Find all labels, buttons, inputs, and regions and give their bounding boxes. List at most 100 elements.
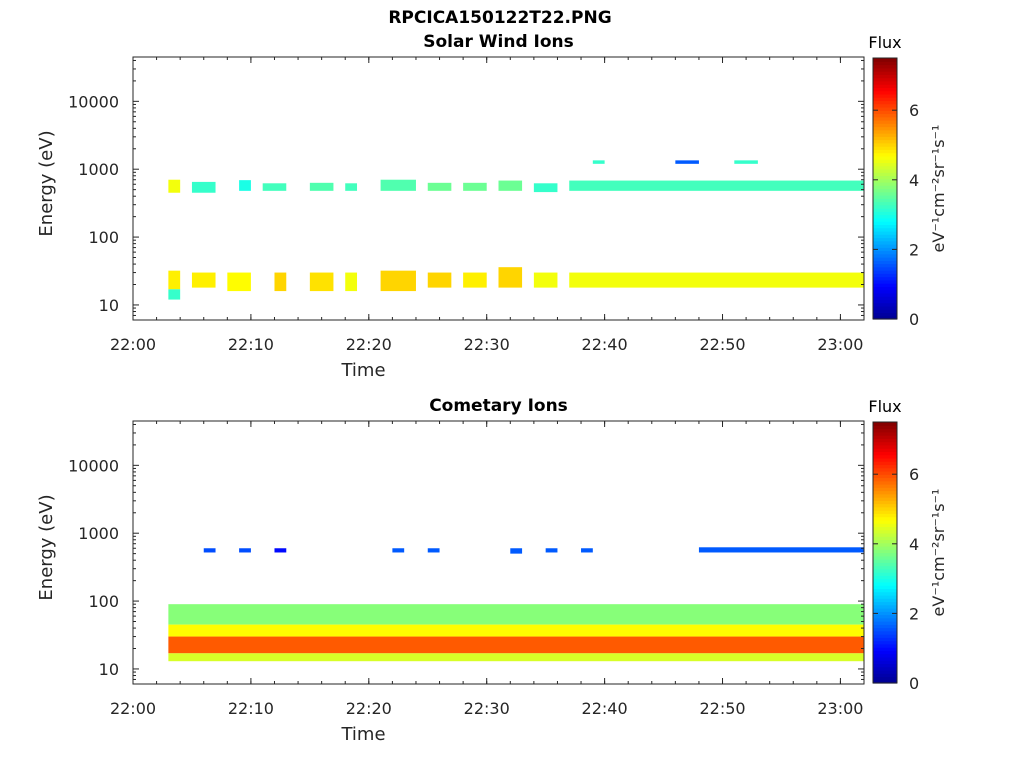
colorbar-segment (873, 643, 897, 648)
colorbar-segment (873, 549, 897, 554)
colorbar-tick-label: 2 (909, 604, 919, 623)
heatmap-cell (675, 160, 699, 164)
plot-frame (132, 420, 865, 685)
colorbar-segment (873, 162, 897, 167)
heatmap-cell (533, 183, 558, 193)
colorbar-segment (873, 159, 897, 163)
colorbar-segment (873, 497, 897, 501)
x-tick-label: 23:00 (817, 699, 863, 718)
heatmap-cell (463, 182, 487, 191)
colorbar-segment (873, 607, 897, 612)
colorbar-segment (873, 545, 897, 550)
x-tick-label: 22:30 (464, 335, 510, 354)
colorbar-segment (873, 441, 897, 446)
heatmap-cell (309, 272, 334, 292)
colorbar-segment (873, 279, 897, 284)
x-tick-label: 22:00 (110, 335, 156, 354)
colorbar-segment (873, 431, 897, 436)
colorbar-segment (873, 624, 897, 629)
colorbar-segment (873, 634, 897, 638)
x-axis-label: Time (340, 724, 385, 745)
chart-title-bottom: Cometary Ions (429, 396, 568, 416)
colorbar-segment (873, 490, 897, 495)
colorbar-segment (873, 165, 897, 170)
heatmap-cell (581, 548, 593, 553)
colorbar-1: 0 2 4 6 Flux eV⁻¹cm⁻²sr⁻¹s⁻¹ (868, 397, 948, 693)
colorbar-segment (873, 84, 897, 88)
heatmap-cell (309, 182, 334, 191)
colorbar-segment (873, 100, 897, 105)
heatmap-cell (463, 272, 487, 288)
heatmap-cell (262, 183, 287, 191)
colorbar-segment (873, 123, 897, 128)
colorbar-segment (873, 487, 897, 492)
colorbar-segment (873, 647, 897, 651)
colorbar-segment (873, 315, 897, 320)
x-tick-label: 22:20 (346, 335, 392, 354)
colorbar-segment (873, 214, 897, 219)
x-axis-label: Time (340, 360, 385, 381)
colorbar-segment (873, 438, 897, 443)
colorbar-segment (873, 58, 897, 62)
colorbar-segment (873, 155, 897, 160)
colorbar-segment (873, 305, 897, 310)
y-tick-label: 10000 (68, 92, 119, 111)
colorbar-segment (873, 139, 897, 144)
heatmap-cell (239, 548, 251, 553)
colorbar-segment (873, 240, 897, 245)
colorbar-segment (873, 266, 897, 271)
colorbar-segment (873, 211, 897, 216)
colorbar-segment (873, 656, 897, 661)
colorbar-segment (873, 673, 897, 678)
x-tick-label: 22:40 (582, 335, 628, 354)
colorbar-segment (873, 71, 897, 75)
colorbar-segment (873, 224, 897, 229)
x-tick-label: 22:50 (699, 335, 745, 354)
y-tick-label: 100 (88, 228, 119, 247)
heatmap-cell (592, 160, 605, 164)
heatmap-cell (380, 270, 416, 292)
colorbar-segment (873, 529, 897, 534)
colorbar-segment (873, 444, 897, 449)
colorbar-segment (873, 260, 897, 265)
heatmap-cell (239, 180, 251, 191)
colorbar-segment (873, 257, 897, 261)
colorbar-segment (873, 110, 897, 115)
colorbar-segment (873, 234, 897, 239)
x-tick-label: 23:00 (817, 335, 863, 354)
colorbar-segment (873, 221, 897, 225)
colorbar-segment (873, 483, 897, 488)
colorbar-segment (873, 470, 897, 475)
colorbar-segment (873, 500, 897, 505)
colorbar-segment (873, 292, 897, 297)
colorbar-segment (873, 562, 897, 567)
colorbar-segment (873, 198, 897, 203)
colorbar-segment (873, 653, 897, 658)
heatmap-cell (569, 272, 864, 288)
colorbar-segment (873, 67, 897, 72)
colorbar-segment (873, 666, 897, 671)
colorbar-segment (873, 87, 897, 92)
heatmap-cell (427, 272, 452, 288)
heatmap-cell (227, 272, 251, 292)
y-tick-label: 10000 (68, 456, 119, 475)
colorbar-segment (873, 126, 897, 131)
heatmap-cell (168, 270, 181, 290)
colorbar-segment (873, 146, 897, 150)
colorbar-segment (873, 113, 897, 118)
heatmap-cell (698, 547, 864, 553)
heatmap-cell (168, 179, 181, 193)
y-tick-label: 10 (99, 660, 119, 679)
colorbar-segment (873, 594, 897, 599)
heatmap-cell (427, 548, 440, 553)
heatmap-cell (168, 636, 864, 654)
colorbar-tick-label: 4 (909, 535, 919, 554)
x-tick-label: 22:10 (228, 335, 274, 354)
y-tick-label: 1000 (78, 160, 119, 179)
heatmap-cell (498, 180, 523, 191)
colorbar-segment (873, 286, 897, 291)
colorbar-segment (873, 253, 897, 258)
colorbar-segment (873, 270, 897, 274)
heatmap-cell (427, 182, 452, 191)
y-tick-label: 100 (88, 592, 119, 611)
